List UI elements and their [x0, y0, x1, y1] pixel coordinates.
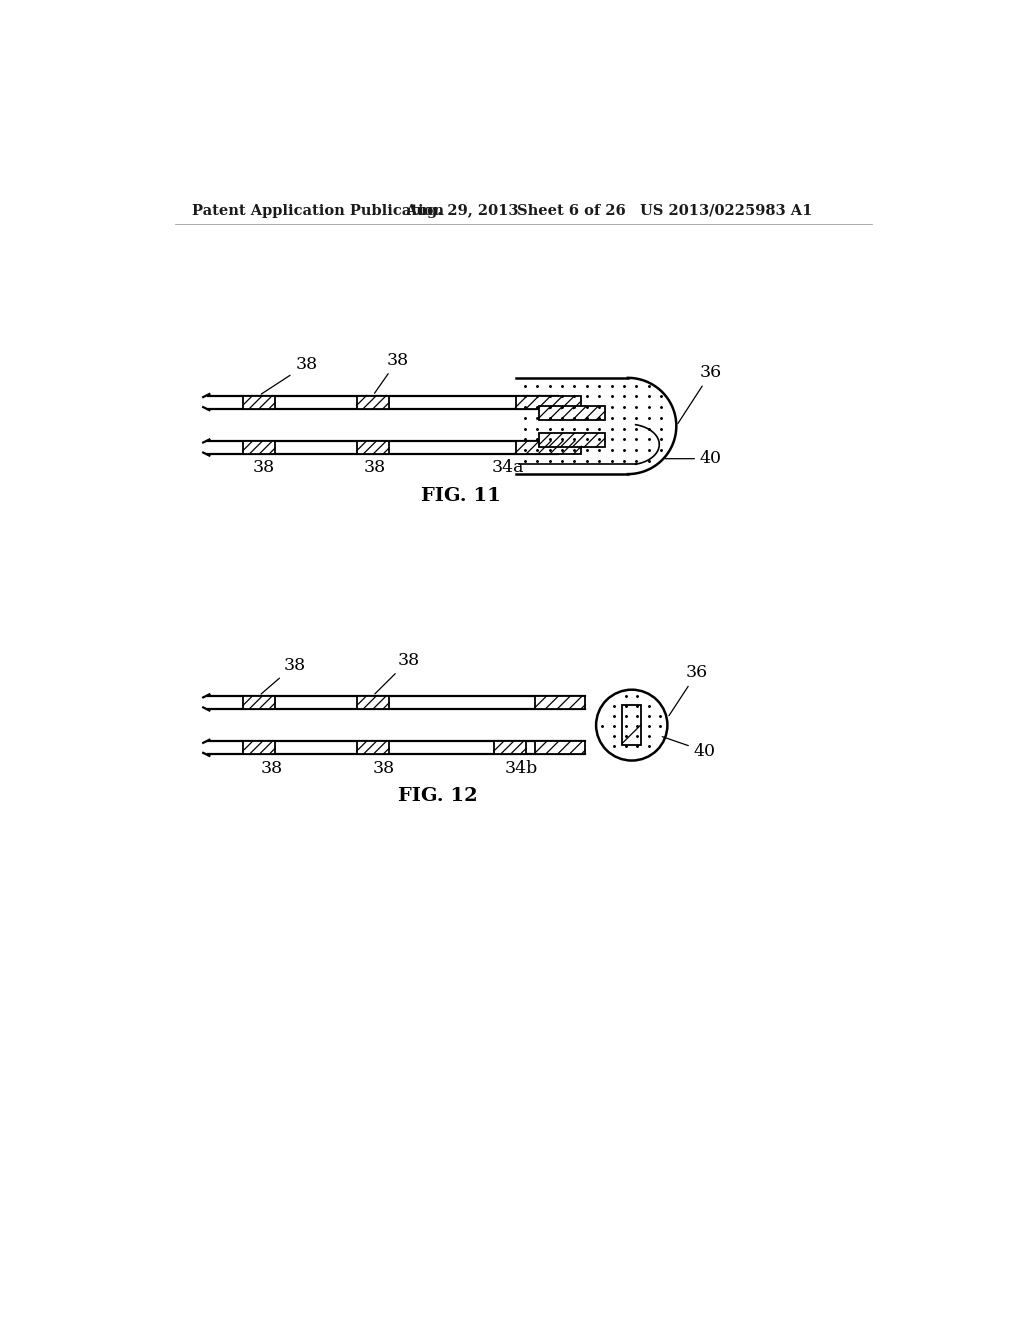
Bar [494, 742, 526, 755]
Text: Sheet 6 of 26: Sheet 6 of 26 [517, 203, 626, 218]
Bar [243, 396, 275, 409]
Text: US 2013/0225983 A1: US 2013/0225983 A1 [640, 203, 812, 218]
Bar [356, 742, 389, 755]
Bar [535, 742, 586, 755]
Bar [539, 433, 604, 447]
Text: 40: 40 [666, 450, 722, 467]
Text: Patent Application Publication: Patent Application Publication [191, 203, 443, 218]
Text: FIG. 11: FIG. 11 [421, 487, 501, 504]
Text: 40: 40 [663, 737, 716, 760]
Text: 38: 38 [373, 760, 395, 776]
Text: 38: 38 [364, 459, 385, 477]
Bar [243, 696, 275, 709]
Text: 34b: 34b [505, 760, 539, 776]
Text: 38: 38 [261, 356, 317, 395]
Bar [356, 696, 389, 709]
Bar [356, 441, 389, 454]
Bar [535, 696, 586, 709]
Circle shape [596, 690, 668, 760]
Text: 36: 36 [669, 664, 709, 715]
Bar [623, 705, 641, 744]
Bar [243, 742, 275, 755]
Bar [356, 396, 389, 409]
Bar [515, 441, 582, 454]
Text: 34a: 34a [492, 459, 524, 477]
Polygon shape [515, 378, 676, 474]
Text: Aug. 29, 2013: Aug. 29, 2013 [406, 203, 519, 218]
Bar [515, 396, 582, 409]
Text: FIG. 12: FIG. 12 [398, 787, 478, 805]
Bar [243, 441, 275, 454]
Text: 36: 36 [678, 364, 722, 424]
Text: 38: 38 [375, 351, 409, 393]
Text: 38: 38 [375, 652, 420, 694]
Text: 38: 38 [261, 656, 306, 694]
Bar [539, 407, 604, 420]
Text: 38: 38 [260, 760, 283, 776]
Text: 38: 38 [253, 459, 274, 477]
